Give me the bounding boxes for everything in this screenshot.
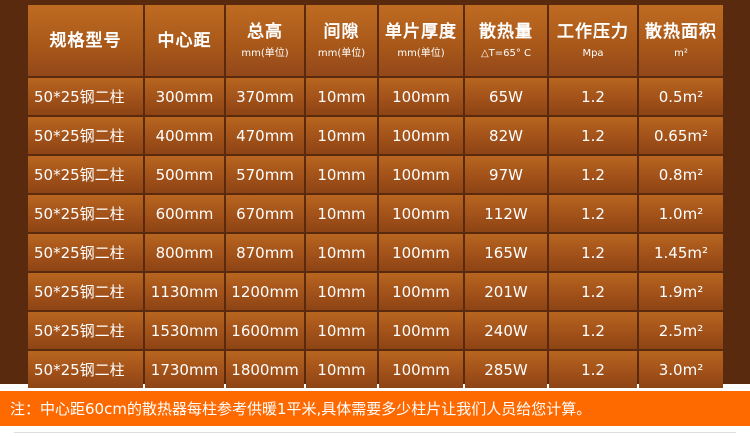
footnote-banner: 注：中心距60cm的散热器每柱参考供暖1平米,具体需要多少柱片让我们人员给您计算…: [0, 391, 750, 426]
header-total-height: 总高 mm(单位): [226, 5, 304, 76]
cell-thickness: 100mm: [379, 78, 463, 115]
cell-gap: 10mm: [306, 312, 377, 349]
cell-model: 50*25钢二柱: [28, 351, 143, 388]
cell-working-pressure: 1.2: [549, 156, 637, 193]
cell-working-pressure: 1.2: [549, 78, 637, 115]
cell-gap: 10mm: [306, 195, 377, 232]
cell-model: 50*25钢二柱: [28, 234, 143, 271]
cell-heat-area: 1.0m²: [639, 195, 723, 232]
cell-total-height: 370mm: [226, 78, 304, 115]
cell-gap: 10mm: [306, 234, 377, 271]
cell-heat-area: 1.45m²: [639, 234, 723, 271]
cell-gap: 10mm: [306, 78, 377, 115]
cell-thickness: 100mm: [379, 234, 463, 271]
spec-table-panel: 规格型号 中心距 总高 mm(单位) 间隙 mm(单位) 单片厚度 mm(单位)…: [0, 0, 750, 388]
cell-heat-output: 285W: [465, 351, 547, 388]
cell-thickness: 100mm: [379, 312, 463, 349]
cell-thickness: 100mm: [379, 195, 463, 232]
cell-model: 50*25钢二柱: [28, 156, 143, 193]
cell-center-distance: 1530mm: [145, 312, 224, 349]
header-working-pressure: 工作压力 Mpa: [549, 5, 637, 76]
cell-heat-output: 65W: [465, 78, 547, 115]
cell-model: 50*25钢二柱: [28, 273, 143, 310]
cell-thickness: 100mm: [379, 156, 463, 193]
cell-heat-area: 1.9m²: [639, 273, 723, 310]
header-gap: 间隙 mm(单位): [306, 5, 377, 76]
cell-working-pressure: 1.2: [549, 195, 637, 232]
cell-center-distance: 300mm: [145, 78, 224, 115]
cell-thickness: 100mm: [379, 351, 463, 388]
cell-gap: 10mm: [306, 117, 377, 154]
cell-working-pressure: 1.2: [549, 273, 637, 310]
cell-heat-area: 0.65m²: [639, 117, 723, 154]
cell-total-height: 1600mm: [226, 312, 304, 349]
divider: [14, 432, 736, 433]
cell-model: 50*25钢二柱: [28, 195, 143, 232]
cell-total-height: 870mm: [226, 234, 304, 271]
cell-center-distance: 600mm: [145, 195, 224, 232]
cell-total-height: 570mm: [226, 156, 304, 193]
cell-total-height: 670mm: [226, 195, 304, 232]
cell-working-pressure: 1.2: [549, 351, 637, 388]
cell-working-pressure: 1.2: [549, 312, 637, 349]
cell-center-distance: 800mm: [145, 234, 224, 271]
cell-center-distance: 400mm: [145, 117, 224, 154]
cell-center-distance: 1130mm: [145, 273, 224, 310]
cell-gap: 10mm: [306, 273, 377, 310]
cell-center-distance: 1730mm: [145, 351, 224, 388]
cell-heat-area: 0.8m²: [639, 156, 723, 193]
cell-model: 50*25钢二柱: [28, 78, 143, 115]
cell-heat-output: 201W: [465, 273, 547, 310]
cell-model: 50*25钢二柱: [28, 117, 143, 154]
header-model: 规格型号: [28, 5, 143, 76]
cell-total-height: 1200mm: [226, 273, 304, 310]
header-heat-output: 散热量 △T=65° C: [465, 5, 547, 76]
cell-heat-output: 240W: [465, 312, 547, 349]
cell-heat-output: 82W: [465, 117, 547, 154]
cell-gap: 10mm: [306, 156, 377, 193]
cell-working-pressure: 1.2: [549, 117, 637, 154]
cell-center-distance: 500mm: [145, 156, 224, 193]
cell-heat-area: 3.0m²: [639, 351, 723, 388]
cell-heat-area: 2.5m²: [639, 312, 723, 349]
cell-gap: 10mm: [306, 351, 377, 388]
header-center-distance: 中心距: [145, 5, 224, 76]
cell-heat-output: 112W: [465, 195, 547, 232]
cell-thickness: 100mm: [379, 273, 463, 310]
cell-working-pressure: 1.2: [549, 234, 637, 271]
cell-heat-output: 165W: [465, 234, 547, 271]
cell-total-height: 470mm: [226, 117, 304, 154]
cell-total-height: 1800mm: [226, 351, 304, 388]
header-thickness: 单片厚度 mm(单位): [379, 5, 463, 76]
cell-heat-output: 97W: [465, 156, 547, 193]
cell-model: 50*25钢二柱: [28, 312, 143, 349]
cell-thickness: 100mm: [379, 117, 463, 154]
spec-table: 规格型号 中心距 总高 mm(单位) 间隙 mm(单位) 单片厚度 mm(单位)…: [28, 5, 723, 388]
cell-heat-area: 0.5m²: [639, 78, 723, 115]
header-heat-area: 散热面积 m²: [639, 5, 723, 76]
